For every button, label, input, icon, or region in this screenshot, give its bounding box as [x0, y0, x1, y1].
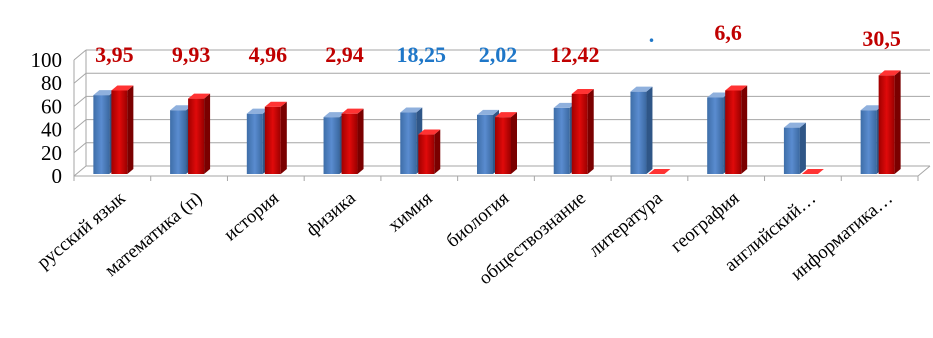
data-label: 2,02	[479, 42, 518, 67]
category-label: биология	[442, 188, 513, 252]
bars	[93, 70, 901, 174]
y-tick-label: 20	[41, 141, 62, 165]
gridline-side	[73, 142, 87, 154]
floor-edge	[917, 165, 931, 177]
data-label: 2,94	[325, 42, 364, 67]
bar-series2	[801, 169, 824, 174]
bar-series1	[630, 86, 653, 174]
bar-series1	[783, 122, 806, 174]
bar-series2	[648, 169, 671, 174]
data-label: 18,25	[397, 42, 447, 67]
bar-series2	[495, 112, 517, 174]
bar-series2	[341, 108, 364, 174]
bar-series2	[111, 85, 134, 174]
category-label: химия	[384, 188, 436, 237]
bar-series2	[264, 101, 287, 174]
data-label: 9,93	[172, 42, 211, 67]
data-label: 30,5	[862, 26, 901, 51]
gridline-side	[73, 72, 87, 84]
gridline-side	[73, 96, 87, 107]
gridline-side	[73, 119, 87, 130]
bar-series2	[418, 129, 441, 174]
data-label: 3,95	[95, 42, 134, 67]
category-label: география	[667, 188, 744, 257]
bar-series2	[878, 70, 901, 174]
data-labels: 3,95 9,93 4,96 2,94 18,25 2,02 12,42. 6,6 30,5	[95, 20, 901, 67]
y-tick-label: 0	[52, 164, 63, 188]
axes	[73, 50, 931, 181]
y-tick-label: 40	[41, 118, 62, 142]
gridline-side	[73, 49, 87, 61]
category-label: физика	[302, 187, 360, 240]
gridline-side	[73, 165, 87, 177]
data-label: .	[649, 22, 655, 47]
bar-series2	[188, 93, 211, 174]
bar-series2	[571, 88, 594, 174]
y-tick-label: 80	[41, 71, 62, 95]
category-label: литература	[585, 187, 667, 261]
category-label: история	[220, 188, 283, 246]
y-tick-label: 100	[31, 48, 63, 72]
data-label: 4,96	[249, 42, 288, 67]
data-label: 6,6	[714, 20, 742, 45]
data-label: 12,42	[550, 42, 600, 67]
bar-series2	[725, 85, 748, 174]
y-tick-label: 60	[41, 94, 62, 118]
